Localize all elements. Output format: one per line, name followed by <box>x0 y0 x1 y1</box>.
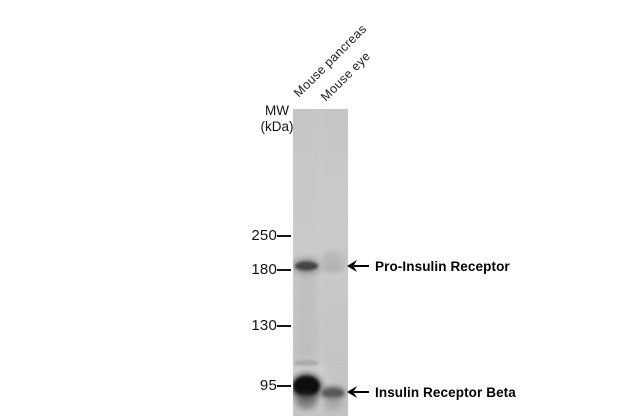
mw-header-line1: MW <box>265 103 289 118</box>
marker-label-95: 95 <box>259 377 277 394</box>
mw-header-line2: (kDa) <box>260 119 294 134</box>
marker-tick-180 <box>277 269 291 272</box>
marker-tick-95 <box>277 385 291 388</box>
blot-membrane-image <box>293 109 348 416</box>
left-arrow-icon <box>347 260 369 272</box>
band-insulin-receptor-beta-lane2 <box>320 386 346 409</box>
left-arrow-icon <box>347 386 369 398</box>
marker-tick-250 <box>277 235 291 238</box>
mw-units-header: MW (kDa) <box>245 103 309 135</box>
marker-tick-130 <box>277 325 291 328</box>
band-pro-insulin-receptor-lane2 <box>321 251 345 272</box>
band-insulin-receptor-beta-lane1 <box>293 373 323 410</box>
band-faint-lane1 <box>293 360 319 366</box>
annotation-pro-insulin-receptor: Pro-Insulin Receptor <box>347 258 510 274</box>
band-smear-lane1 <box>298 267 315 362</box>
annotation-label: Insulin Receptor Beta <box>375 384 516 400</box>
annotation-label: Pro-Insulin Receptor <box>375 258 510 274</box>
marker-label-250: 250 <box>251 227 277 244</box>
marker-label-180: 180 <box>251 261 277 278</box>
marker-label-130: 130 <box>251 317 277 334</box>
band-pro-insulin-receptor-lane1 <box>293 258 320 274</box>
annotation-insulin-receptor-beta: Insulin Receptor Beta <box>347 384 516 400</box>
